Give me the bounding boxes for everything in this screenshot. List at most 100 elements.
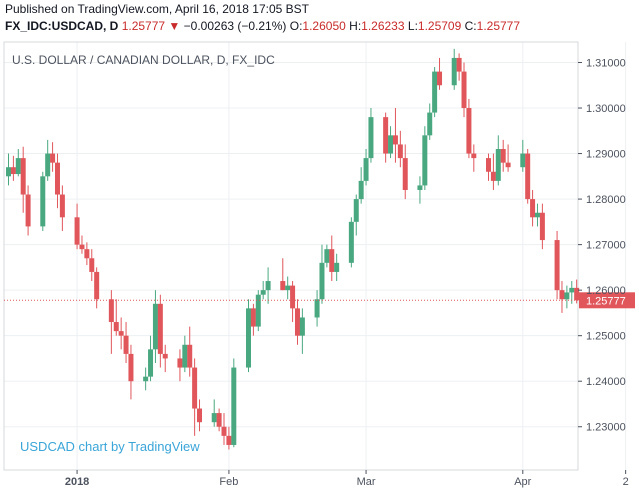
- candle-body: [437, 71, 443, 86]
- down-arrow-icon: ▼: [168, 19, 181, 33]
- candle-down: [471, 144, 477, 172]
- candle-body: [559, 290, 565, 300]
- candle-down: [79, 235, 85, 254]
- low-value: 1.25709: [417, 19, 462, 33]
- price-badge: [579, 292, 635, 309]
- candle-up: [495, 135, 501, 186]
- candle-up: [246, 299, 252, 373]
- candle-down: [500, 139, 506, 172]
- candle-body: [6, 167, 11, 177]
- plot-border: [3, 41, 579, 471]
- candle-body: [525, 153, 531, 200]
- time-axis[interactable]: 2018 Feb Mar Apr 2: [65, 470, 629, 488]
- candle-down: [118, 317, 124, 350]
- candle-body: [143, 376, 149, 382]
- candle-body: [89, 258, 95, 272]
- candle-down: [525, 149, 531, 204]
- current-price-line: 1.25777: [4, 292, 635, 309]
- y-tick-label: 1.25000: [586, 331, 626, 343]
- candle-down: [74, 203, 80, 250]
- candle-up: [143, 367, 149, 391]
- x-tick-label: 2018: [65, 476, 89, 488]
- candle-body: [84, 249, 90, 259]
- candle-body: [128, 353, 134, 382]
- candle-body: [118, 331, 124, 336]
- candle-body: [15, 158, 21, 175]
- candle-up: [319, 244, 325, 304]
- close-value: 1.25777: [476, 19, 521, 33]
- candle-up: [314, 290, 320, 327]
- candle-body: [500, 149, 506, 163]
- candle-body: [123, 335, 129, 354]
- candle-body: [148, 349, 154, 377]
- candle-body: [564, 292, 570, 300]
- candle-body: [530, 199, 536, 218]
- candle-down: [123, 322, 129, 363]
- candle-up: [40, 171, 46, 231]
- candle-up: [388, 126, 394, 159]
- candle-body: [25, 194, 31, 227]
- candle-body: [50, 153, 56, 163]
- candle-up: [368, 108, 374, 163]
- candle-down: [402, 144, 408, 200]
- candle-down: [113, 299, 119, 336]
- y-tick-label: 1.24000: [586, 376, 626, 388]
- candle-body: [554, 240, 560, 291]
- price-axis[interactable]: 1.31000 1.30000 1.29000 1.28000 1.27000 1.260…: [578, 57, 626, 434]
- candle-body: [290, 285, 296, 309]
- candle-up: [148, 335, 154, 382]
- candle-down: [84, 242, 90, 266]
- y-tick-label: 1.29000: [586, 149, 626, 161]
- candle-down: [294, 299, 300, 345]
- candle-body: [94, 271, 100, 300]
- candle-up: [520, 139, 526, 172]
- candle-body: [216, 413, 222, 427]
- close-label: C:: [464, 19, 477, 33]
- candle-down: [466, 98, 472, 159]
- candle-body: [255, 294, 261, 327]
- candle-up: [152, 290, 158, 363]
- candle-up: [45, 139, 51, 181]
- candle-body: [432, 71, 438, 113]
- candle-down: [197, 399, 203, 432]
- candle-body: [358, 180, 364, 200]
- y-tick-label: 1.31000: [586, 57, 626, 69]
- candle-body: [466, 108, 472, 154]
- candle-down: [59, 185, 65, 231]
- y-tick-label: 1.30000: [586, 103, 626, 115]
- candle-body: [569, 287, 575, 293]
- candle-body: [211, 413, 217, 423]
- candle-down: [505, 144, 511, 172]
- candle-up: [348, 217, 354, 268]
- candle-down: [187, 326, 193, 377]
- candle-body: [10, 167, 16, 175]
- candle-down: [221, 413, 227, 445]
- candle-down: [192, 358, 198, 436]
- candle-body: [451, 57, 457, 86]
- candle-down: [89, 249, 95, 282]
- candle-body: [280, 281, 286, 291]
- candle-body: [574, 287, 580, 301]
- y-tick-label: 1.23000: [586, 422, 626, 434]
- open-label: O:: [289, 19, 303, 33]
- candle-body: [20, 158, 26, 195]
- candle-body: [157, 303, 163, 354]
- candle-up: [422, 126, 428, 190]
- high-value: 1.26233: [361, 19, 405, 33]
- candle-body: [471, 153, 477, 159]
- candle-up: [451, 48, 457, 90]
- candle-body: [353, 199, 359, 222]
- candle-body: [363, 158, 369, 181]
- candle-up: [417, 176, 423, 204]
- candle-down: [456, 53, 462, 81]
- candle-body: [231, 367, 237, 445]
- high-label: H:: [349, 19, 362, 33]
- candle-body: [461, 71, 467, 109]
- candle-down: [157, 294, 163, 368]
- chart-title: U.S. DOLLAR / CANADIAN DOLLAR, D, FX_IDC: [12, 53, 275, 67]
- candle-up: [182, 335, 188, 373]
- candle-down: [559, 281, 565, 313]
- candle-body: [417, 185, 423, 190]
- candle-body: [45, 153, 51, 177]
